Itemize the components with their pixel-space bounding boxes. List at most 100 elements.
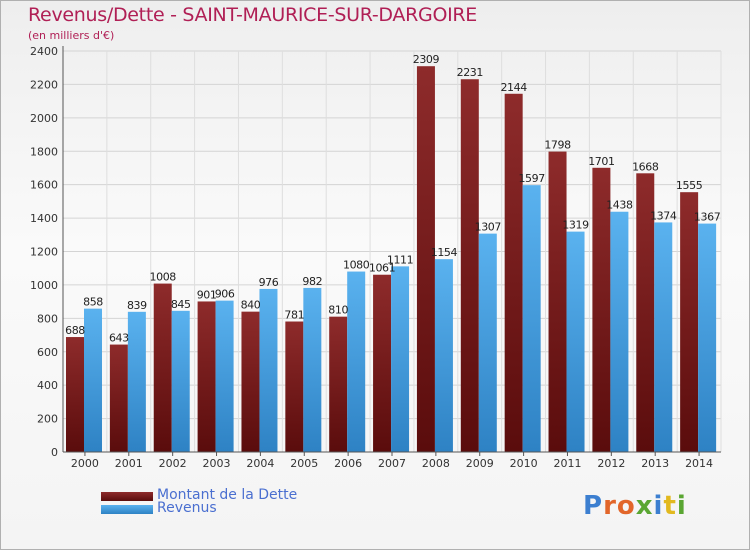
bar-debt [66,337,84,452]
value-label-revenue: 1319 [562,219,589,232]
brand-letter: P [583,491,604,521]
value-label-debt: 1555 [676,179,703,192]
value-label-debt: 2309 [413,53,440,66]
bar-revenue [127,311,146,452]
bar-debt [460,79,479,452]
bar-revenue [478,233,497,452]
bar-revenue [84,308,102,452]
value-label-revenue: 839 [127,299,147,312]
value-label-debt: 688 [65,324,85,337]
brand-letter: t [663,491,677,521]
x-tick-label: 2006 [334,457,362,470]
y-tick-label: 1400 [30,212,58,225]
legend-swatch-revenue [101,505,153,514]
x-tick-label: 2011 [553,457,581,470]
bar-debt [680,192,699,452]
value-label-debt: 840 [241,299,261,312]
legend-swatch-debt [101,492,153,501]
y-tick-label: 600 [37,346,58,359]
value-label-revenue: 1367 [694,211,721,224]
bar-revenue [347,271,366,452]
bar-debt [153,283,172,452]
bar-revenue [303,287,322,452]
bar-revenue [566,231,585,452]
brand-letter: o [616,491,636,521]
value-label-debt: 643 [109,332,129,345]
value-label-debt: 1668 [632,160,659,173]
value-label-revenue: 1438 [606,199,633,212]
x-tick-label: 2013 [641,457,669,470]
bar-revenue [259,288,278,452]
y-tick-label: 1600 [30,179,58,192]
bar-revenue [654,222,673,452]
bar-debt [636,173,655,452]
y-tick-label: 1200 [30,246,58,259]
brand-letter: i [676,491,687,521]
legend-label-revenue: Revenus [157,500,217,516]
value-label-revenue: 1307 [475,221,502,234]
y-tick-label: 2400 [30,45,58,58]
y-tick-label: 400 [37,379,58,392]
legend-label-debt: Montant de la Dette [157,487,298,503]
bar-debt [504,93,523,453]
value-label-debt: 1061 [369,262,395,275]
value-label-debt: 1008 [150,271,177,284]
value-label-debt: 2144 [500,81,527,94]
bar-layer [66,66,717,453]
y-tick-label: 800 [37,312,58,325]
axis-layer: 0 200 400 600 800 1000 1200 1400 1600 1800 2000 220… [30,45,721,470]
y-tick-label: 0 [51,446,58,459]
brand-letter: r [603,491,617,521]
value-label-debt: 1701 [588,155,614,168]
value-label-revenue: 858 [83,296,103,309]
bar-revenue [434,259,453,452]
bar-debt [197,301,216,452]
bar-revenue [215,300,234,452]
bar-debt [109,344,128,452]
x-tick-label: 2010 [510,457,538,470]
bar-revenue [171,310,190,452]
bar-debt [373,274,392,452]
x-tick-label: 2007 [378,457,406,470]
x-tick-label: 2004 [246,457,274,470]
bar-revenue [522,185,541,453]
brand-letter: i [653,491,664,521]
x-tick-label: 2002 [159,457,187,470]
brand-letter: x [635,491,654,521]
value-label-revenue: 976 [259,276,279,289]
bar-revenue [391,266,410,452]
bar-revenue [610,211,629,452]
value-label-debt: 2231 [457,66,483,79]
value-label-revenue: 1597 [518,172,545,185]
value-label-debt: 901 [197,288,217,301]
bar-debt [548,151,567,452]
chart-title: Revenus/Dette - SAINT-MAURICE-SUR-DARGOI… [28,4,478,26]
bar-debt [285,321,304,452]
y-tick-label: 200 [37,413,58,426]
y-tick-label: 2000 [30,112,58,125]
x-tick-label: 2001 [115,457,143,470]
brand-logo: Proxiti [583,491,687,521]
x-tick-label: 2008 [422,457,450,470]
y-tick-label: 1800 [30,145,58,158]
x-tick-label: 2014 [685,457,713,470]
value-label-debt: 1798 [544,139,571,152]
value-label-revenue: 1154 [431,246,458,259]
bar-debt [416,66,435,452]
chart-unit-label: (en milliers d'€) [28,29,115,42]
value-label-debt: 781 [284,309,304,322]
bar-debt [241,311,260,452]
bar-debt [592,167,611,452]
x-tick-label: 2003 [203,457,231,470]
y-tick-label: 1000 [30,279,58,292]
value-label-revenue: 1111 [387,253,413,266]
x-tick-label: 2012 [597,457,625,470]
bar-revenue [698,223,717,452]
x-tick-label: 2005 [290,457,318,470]
x-tick-label: 2009 [466,457,494,470]
value-label-revenue: 906 [215,288,235,301]
value-label-revenue: 845 [171,298,191,311]
